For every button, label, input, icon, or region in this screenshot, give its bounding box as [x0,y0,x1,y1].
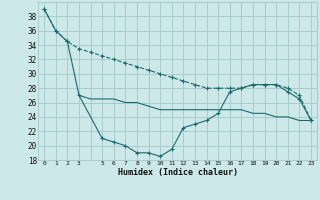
X-axis label: Humidex (Indice chaleur): Humidex (Indice chaleur) [118,168,238,177]
